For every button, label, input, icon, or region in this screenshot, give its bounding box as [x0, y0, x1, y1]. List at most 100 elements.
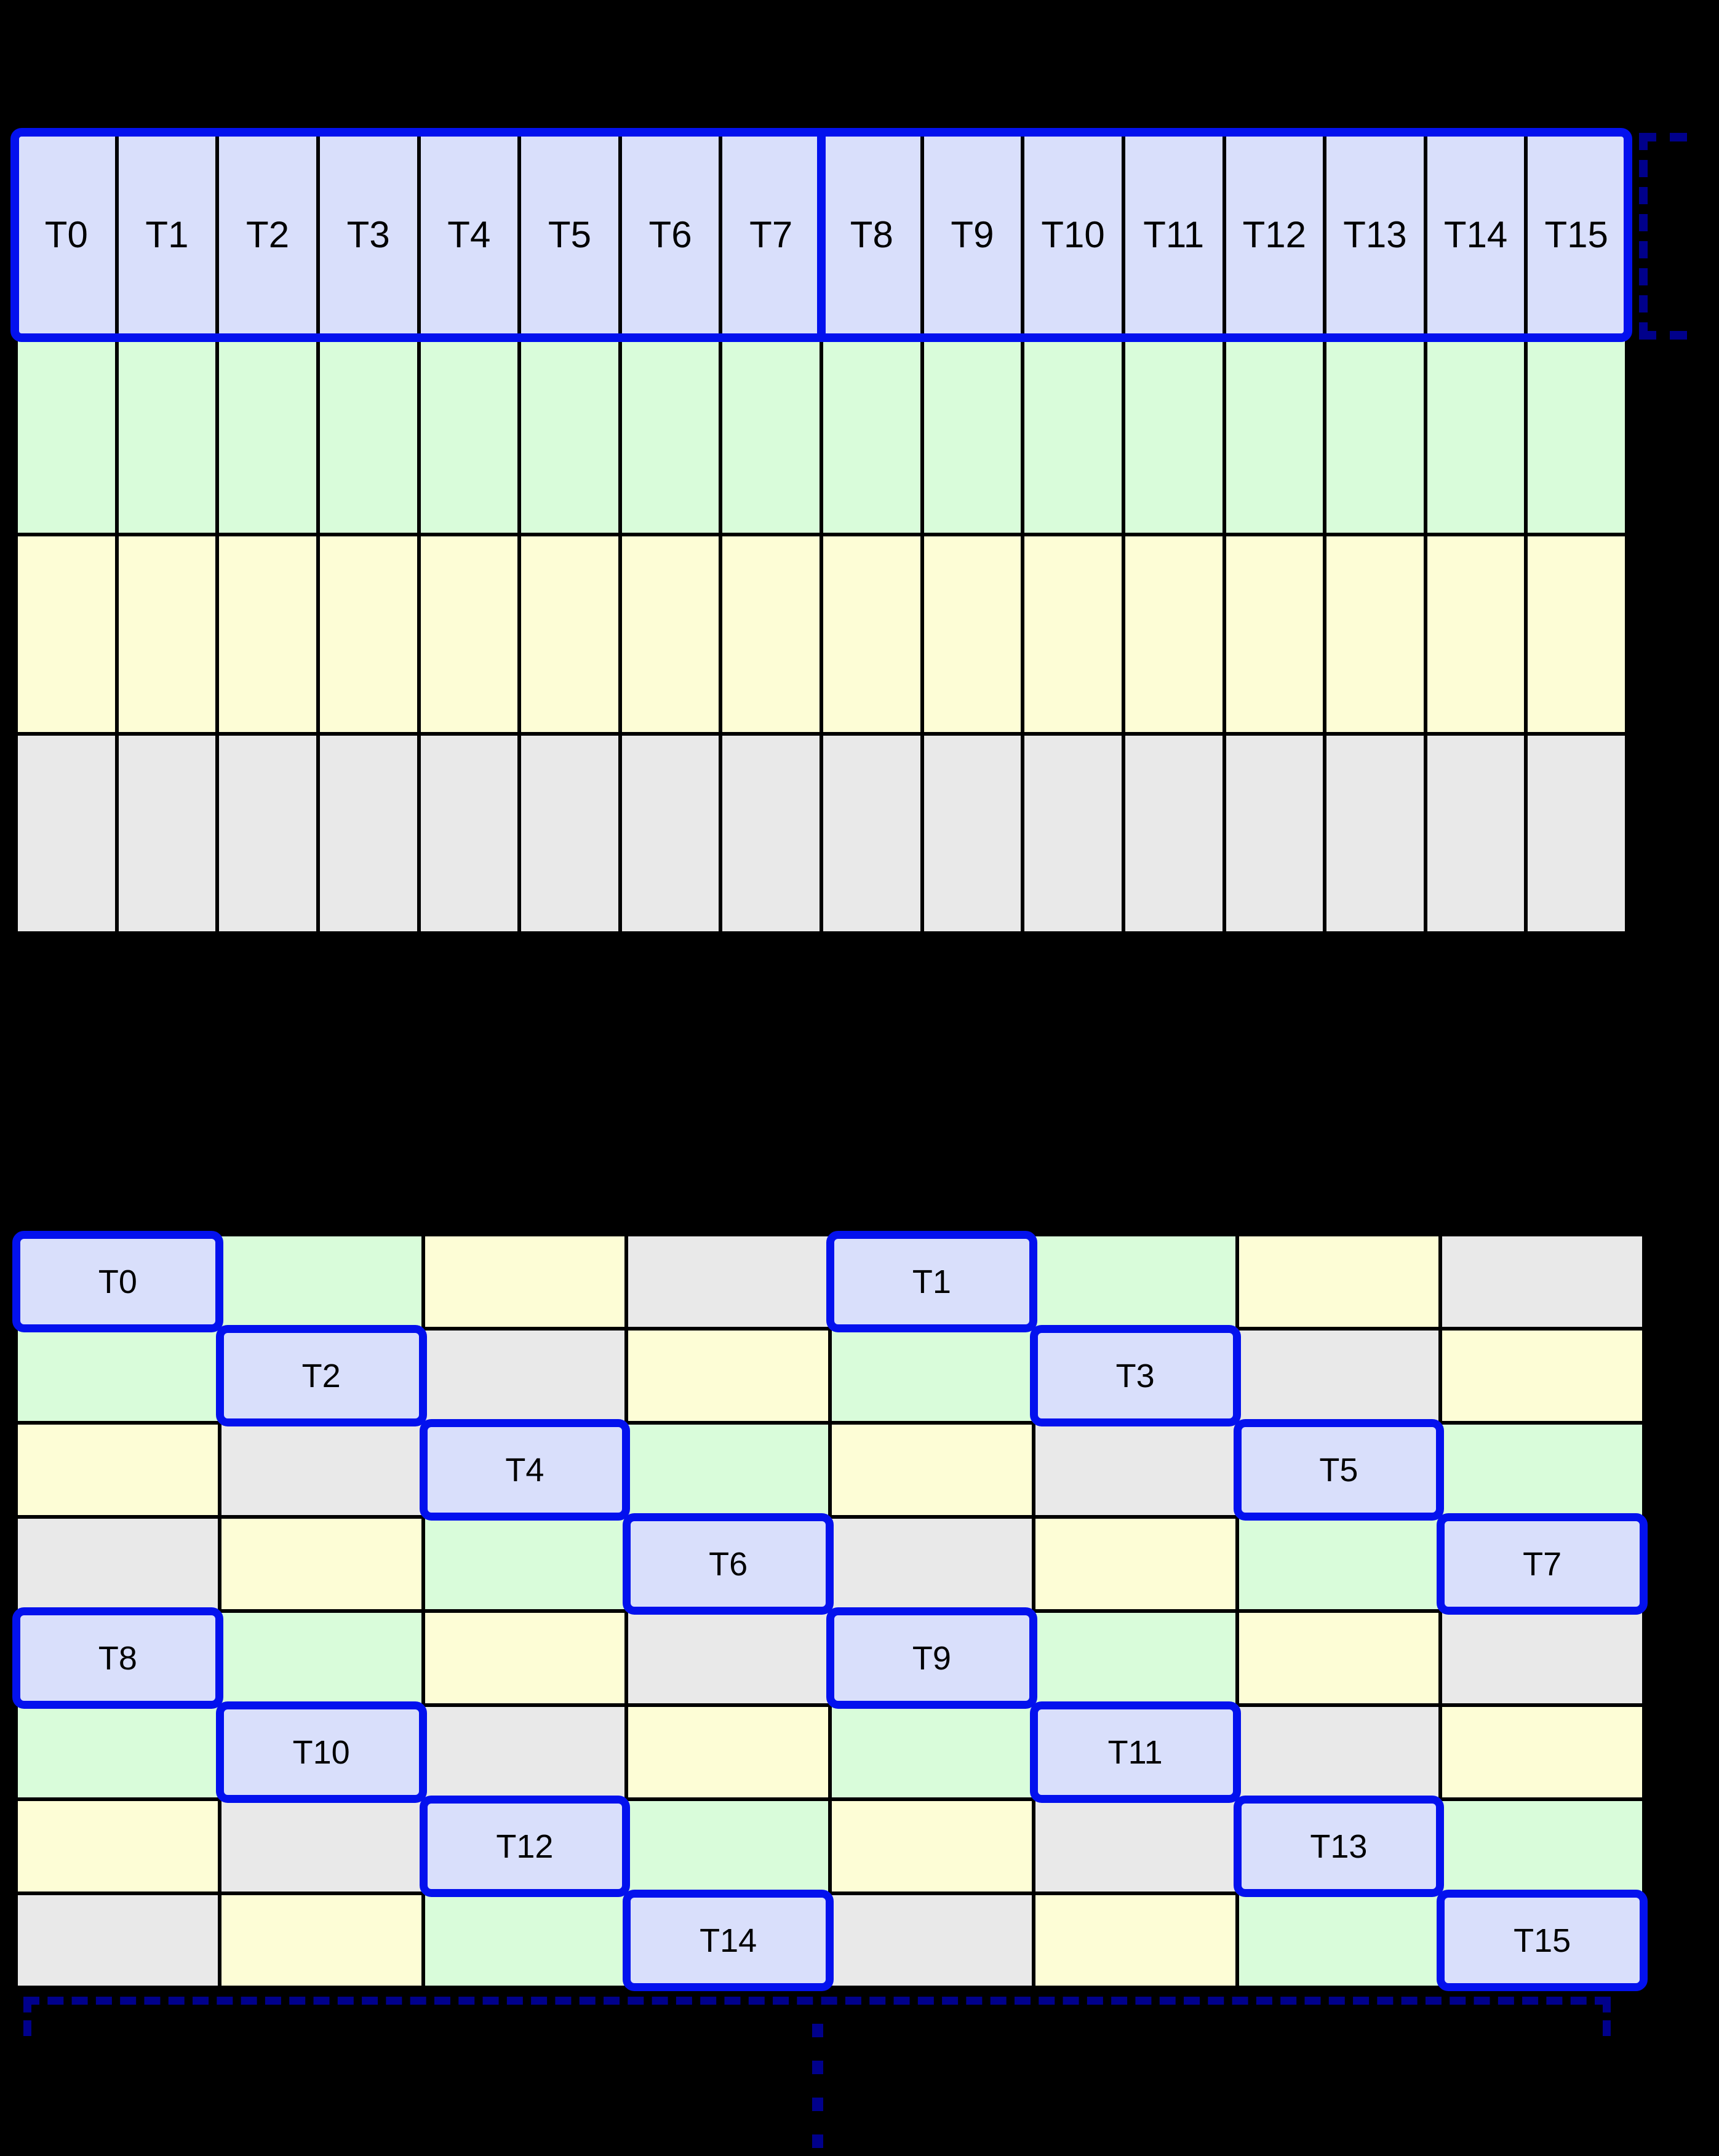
memory-cell: [1238, 1236, 1439, 1327]
memory-cell: [118, 736, 216, 931]
memory-cell: [1238, 1519, 1439, 1609]
memory-cell: [425, 1895, 625, 1986]
memory-cell: [1326, 536, 1424, 732]
memory-cell: [621, 337, 719, 533]
memory-cell: [1035, 1236, 1235, 1327]
memory-cell: [621, 536, 719, 732]
memory-cell: [425, 1519, 625, 1609]
memory-cell: [832, 1707, 1032, 1797]
memory-cell: [1528, 337, 1625, 533]
memory-cell: [1024, 536, 1122, 732]
memory-cell: [832, 1425, 1032, 1515]
thread-cell-T11: T11: [1125, 135, 1222, 333]
memory-cell: [420, 536, 518, 732]
memory-cell: [319, 536, 417, 732]
memory-cell: [1326, 736, 1424, 931]
thread-cell-T2: T2: [215, 1325, 427, 1426]
memory-cell: [1326, 337, 1424, 533]
thread-cell-T7: T7: [722, 135, 820, 333]
memory-cell: [1238, 1613, 1439, 1703]
memory-cell: [621, 736, 719, 931]
thread-cell-T13: T13: [1233, 1796, 1445, 1897]
memory-cell: [923, 736, 1021, 931]
vertical-ellipsis-icon: [812, 2024, 823, 2154]
memory-cell: [1035, 1895, 1235, 1986]
memory-cell: [18, 1331, 218, 1421]
memory-cell: [628, 1236, 828, 1327]
memory-cell: [1238, 1707, 1439, 1797]
memory-cell: [1024, 736, 1122, 931]
thread-cell-T15: T15: [1528, 135, 1625, 333]
thread-cell-T5: T5: [1233, 1419, 1445, 1521]
thread-cell-T12: T12: [419, 1796, 631, 1897]
thread-cell-T14: T14: [1427, 135, 1525, 333]
memory-cell: [1442, 1801, 1642, 1891]
memory-cell: [221, 1425, 421, 1515]
memory-cell: [1035, 1519, 1235, 1609]
memory-cell: [628, 1425, 828, 1515]
thread-cell-T15: T15: [1437, 1890, 1648, 1991]
dashed-right-bracket-icon: [1639, 133, 1687, 340]
thread-cell-T6: T6: [621, 135, 719, 333]
memory-cell: [219, 736, 316, 931]
memory-cell: [18, 736, 115, 931]
thread-cell-T3: T3: [319, 135, 417, 333]
memory-cell: [1528, 536, 1625, 732]
memory-cell: [628, 1707, 828, 1797]
memory-cell: [1035, 1425, 1235, 1515]
memory-cell: [420, 736, 518, 931]
memory-cell: [923, 337, 1021, 533]
thread-cell-T0: T0: [18, 135, 115, 333]
memory-cell: [1528, 736, 1625, 931]
memory-cell: [521, 536, 618, 732]
thread-cell-T4: T4: [420, 135, 518, 333]
memory-cell: [1125, 536, 1222, 732]
memory-cell: [1442, 1613, 1642, 1703]
memory-cell: [1442, 1236, 1642, 1327]
memory-cell: [219, 536, 316, 732]
memory-cell: [1226, 337, 1323, 533]
memory-cell: [1442, 1425, 1642, 1515]
memory-cell: [425, 1331, 625, 1421]
thread-cell-T8: T8: [823, 135, 920, 333]
memory-cell: [319, 736, 417, 931]
memory-cell: [1427, 536, 1525, 732]
dashed-span-bracket-icon: [23, 1997, 1611, 2036]
memory-cell: [118, 337, 216, 533]
memory-cell: [823, 536, 920, 732]
memory-cell: [521, 337, 618, 533]
memory-cell: [319, 337, 417, 533]
thread-cell-T5: T5: [521, 135, 618, 333]
thread-cell-T14: T14: [623, 1890, 834, 1991]
memory-cell: [425, 1236, 625, 1327]
thread-cell-T9: T9: [923, 135, 1021, 333]
memory-cell: [1035, 1613, 1235, 1703]
thread-cell-T10: T10: [215, 1701, 427, 1803]
memory-cell: [425, 1707, 625, 1797]
memory-cell: [221, 1613, 421, 1703]
memory-cell: [628, 1613, 828, 1703]
memory-cell: [722, 536, 820, 732]
thread-cell-T4: T4: [419, 1419, 631, 1521]
memory-cell: [1427, 337, 1525, 533]
thread-cell-T7: T7: [1437, 1513, 1648, 1615]
thread-row-access-grid: T0 T1 T2 T3 T4 T5 T6 T7 T8 T9 T10 T11 T12 T13 T14 T15: [10, 128, 1632, 935]
memory-cell: [420, 337, 518, 533]
memory-cell: [722, 736, 820, 931]
thread-cell-T9: T9: [826, 1607, 1037, 1709]
memory-cell: [221, 1801, 421, 1891]
memory-cell: [221, 1236, 421, 1327]
memory-cell: [221, 1519, 421, 1609]
memory-cell: [425, 1613, 625, 1703]
memory-cell: [823, 337, 920, 533]
memory-cell: [18, 536, 115, 732]
memory-cell: [1238, 1895, 1439, 1986]
memory-cell: [832, 1895, 1032, 1986]
memory-cell: [18, 1519, 218, 1609]
memory-cell: [832, 1331, 1032, 1421]
memory-cell: [521, 736, 618, 931]
memory-cell: [823, 736, 920, 931]
thread-cell-T2: T2: [219, 135, 316, 333]
thread-cell-T13: T13: [1326, 135, 1424, 333]
